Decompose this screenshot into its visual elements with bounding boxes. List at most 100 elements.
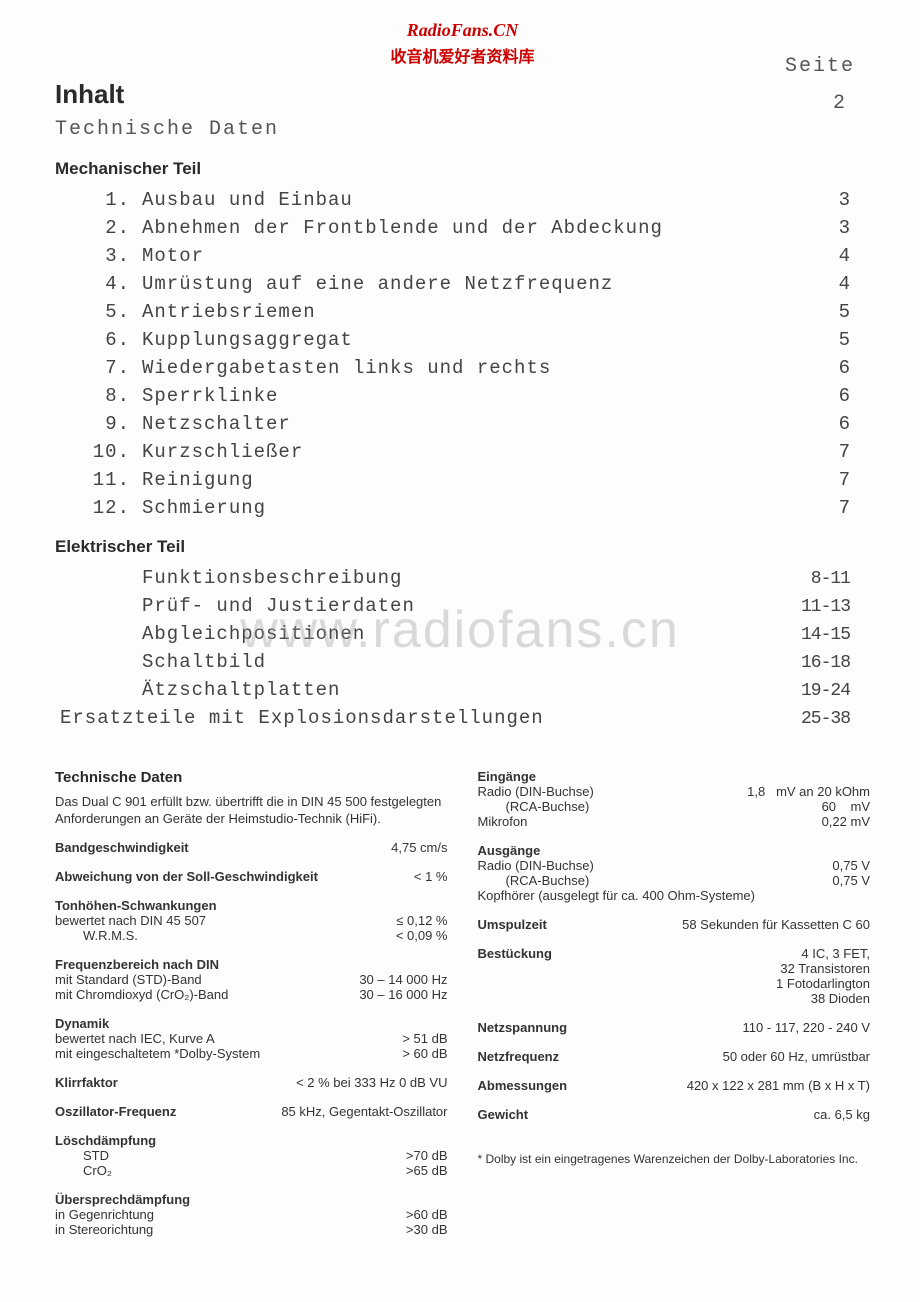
toc-num: 5. bbox=[90, 301, 130, 323]
toc-text: Netzschalter bbox=[142, 413, 291, 435]
spec-abm-v: 420 x 122 x 281 mm (B x H x T) bbox=[687, 1078, 870, 1093]
spec-dyn-s1: bewertet nach IEC, Kurve A bbox=[55, 1031, 215, 1046]
toc-text: Reinigung bbox=[142, 469, 254, 491]
toc-num: 3. bbox=[90, 245, 130, 267]
spec-gew-v: ca. 6,5 kg bbox=[814, 1107, 870, 1122]
spec-ausg-s3: Kopfhörer (ausgelegt für ca. 400 Ohm-Sys… bbox=[478, 888, 871, 903]
footnote: * Dolby ist ein eingetragenes Warenzeich… bbox=[478, 1152, 871, 1168]
toc-num: 8. bbox=[90, 385, 130, 407]
toc-text: Antriebsriemen bbox=[142, 301, 316, 323]
toc-row: 10. Kurzschließer 7 bbox=[55, 441, 870, 463]
toc-page: 5 bbox=[839, 329, 850, 351]
spec-ueber-s1: in Gegenrichtung bbox=[55, 1207, 154, 1222]
spec-umspul: Umspulzeit bbox=[478, 917, 547, 932]
page-label: Seite bbox=[785, 55, 855, 78]
toc-num: 12. bbox=[90, 497, 130, 519]
mech-heading: Mechanischer Teil bbox=[55, 159, 870, 179]
toc-row: 6. Kupplungsaggregat 5 bbox=[55, 329, 870, 351]
toc-page: 7 bbox=[839, 497, 850, 519]
toc-num: 4. bbox=[90, 273, 130, 295]
spec-freq-s1: mit Standard (STD)-Band bbox=[55, 972, 202, 987]
toc-page: 5 bbox=[839, 301, 850, 323]
spec-dyn-v2: > 60 dB bbox=[402, 1046, 447, 1061]
spec-eing-s1: Radio (DIN-Buchse) bbox=[478, 784, 594, 799]
spec-abweich: Abweichung von der Soll-Geschwindigkeit bbox=[55, 869, 318, 884]
watermark-top: RadioFans.CN 收音机爱好者资料库 bbox=[55, 20, 870, 67]
toc-text: Prüf- und Justierdaten bbox=[142, 595, 415, 617]
toc-num: 1. bbox=[90, 189, 130, 211]
spec-dyn-s2: mit eingeschaltetem *Dolby-System bbox=[55, 1046, 260, 1061]
spec-eing-v3: 0,22 mV bbox=[822, 814, 870, 829]
spec-dyn-v1: > 51 dB bbox=[402, 1031, 447, 1046]
toc-row: 3.Motor4 bbox=[55, 245, 870, 267]
toc-row: 5. Antriebsriemen 5 bbox=[55, 301, 870, 323]
toc-page: 7 bbox=[839, 469, 850, 491]
toc-row: 4.Umrüstung auf eine andere Netzfrequenz… bbox=[55, 273, 870, 295]
ersatz-row: Ersatzteile mit Explosionsdarstellungen … bbox=[55, 707, 870, 729]
toc-text: Schaltbild bbox=[142, 651, 266, 673]
elek-list: Funktionsbeschreibung 8-11 Prüf- und Justi… bbox=[55, 567, 870, 701]
spec-ueber-s2: in Stereorichtung bbox=[55, 1222, 153, 1237]
toc-text: Ätzschaltplatten bbox=[142, 679, 340, 701]
spec-best-v: 4 IC, 3 FET, 32 Transistoren 1 Fotodarli… bbox=[776, 946, 870, 1006]
spec-ueber: Übersprechdämpfung bbox=[55, 1192, 448, 1207]
toc-row: 2.Abnehmen der Frontblende und der Abdec… bbox=[55, 217, 870, 239]
toc-text: Kupplungsaggregat bbox=[142, 329, 353, 351]
toc-row: Abgleichpositionen14-15 bbox=[55, 623, 870, 645]
doc-title: Inhalt bbox=[55, 79, 870, 110]
spec-ausg-s2: (RCA-Buchse) bbox=[478, 873, 590, 888]
toc-num: 10. bbox=[90, 441, 130, 463]
tech-title: Technische Daten bbox=[55, 769, 448, 786]
spec-ueber-v1: >60 dB bbox=[406, 1207, 448, 1222]
toc-num: 11. bbox=[90, 469, 130, 491]
spec-eing-s3: Mikrofon bbox=[478, 814, 528, 829]
spec-best: Bestückung bbox=[478, 946, 552, 961]
spec-osz-v: 85 kHz, Gegentakt-Oszillator bbox=[281, 1104, 447, 1119]
toc-row: Prüf- und Justierdaten11-13 bbox=[55, 595, 870, 617]
doc-subtitle: Technische Daten bbox=[55, 118, 870, 141]
spec-netzfr: Netzfrequenz bbox=[478, 1049, 560, 1064]
page-num-td: 2 bbox=[833, 92, 845, 115]
spec-netzfr-v: 50 oder 60 Hz, umrüstbar bbox=[723, 1049, 870, 1064]
toc-row: 8. Sperrklinke 6 bbox=[55, 385, 870, 407]
spec-tonh: Tonhöhen-Schwankungen bbox=[55, 898, 448, 913]
spec-loesch-s1: STD bbox=[55, 1148, 109, 1163]
spec-klirr-v: < 2 % bei 333 Hz 0 dB VU bbox=[296, 1075, 447, 1090]
toc-text: Funktionsbeschreibung bbox=[142, 567, 402, 589]
toc-text: Schmierung bbox=[142, 497, 266, 519]
spec-ausg-s1: Radio (DIN-Buchse) bbox=[478, 858, 594, 873]
toc-text: Sperrklinke bbox=[142, 385, 278, 407]
spec-tonh-s2: W.R.M.S. bbox=[55, 928, 138, 943]
watermark-line1: RadioFans.CN bbox=[55, 20, 870, 41]
toc-num: 9. bbox=[90, 413, 130, 435]
toc-page: 14-15 bbox=[801, 625, 850, 645]
spec-eing-v1: 1,8 mV an 20 kOhm bbox=[747, 784, 870, 799]
toc-num: 6. bbox=[90, 329, 130, 351]
toc-text: Ausbau und Einbau bbox=[142, 189, 353, 211]
toc-page: 6 bbox=[839, 385, 850, 407]
toc-page: 16-18 bbox=[801, 653, 850, 673]
spec-dyn: Dynamik bbox=[55, 1016, 448, 1031]
toc-page: 19-24 bbox=[801, 681, 850, 701]
spec-ausg-v1: 0,75 V bbox=[832, 858, 870, 873]
spec-osz: Oszillator-Frequenz bbox=[55, 1104, 176, 1119]
spec-ueber-v2: >30 dB bbox=[406, 1222, 448, 1237]
toc-row: 9.Netzschalter6 bbox=[55, 413, 870, 435]
spec-bandgeschw-v: 4,75 cm/s bbox=[391, 840, 447, 855]
watermark-line2: 收音机爱好者资料库 bbox=[55, 43, 870, 67]
toc-page: 7 bbox=[839, 441, 850, 463]
toc-text: Kurzschließer bbox=[142, 441, 303, 463]
spec-tonh-v1: ≤ 0,12 % bbox=[396, 913, 447, 928]
spec-loesch-s2: CrO₂ bbox=[55, 1163, 112, 1178]
tech-intro: Das Dual C 901 erfüllt bzw. übertrifft d… bbox=[55, 794, 448, 828]
toc-num: 2. bbox=[90, 217, 130, 239]
spec-netzsp-v: 110 - 117, 220 - 240 V bbox=[743, 1020, 870, 1035]
toc-text: Motor bbox=[142, 245, 204, 267]
toc-row: 11. Reinigung 7 bbox=[55, 469, 870, 491]
spec-abm: Abmessungen bbox=[478, 1078, 568, 1093]
toc-row: 12. Schmierung 7 bbox=[55, 497, 870, 519]
ersatz-text: Ersatzteile mit Explosionsdarstellungen bbox=[60, 707, 544, 729]
toc-page: 3 bbox=[839, 217, 850, 239]
toc-page: 8-11 bbox=[811, 569, 850, 589]
spec-ausg-v2: 0,75 V bbox=[832, 873, 870, 888]
